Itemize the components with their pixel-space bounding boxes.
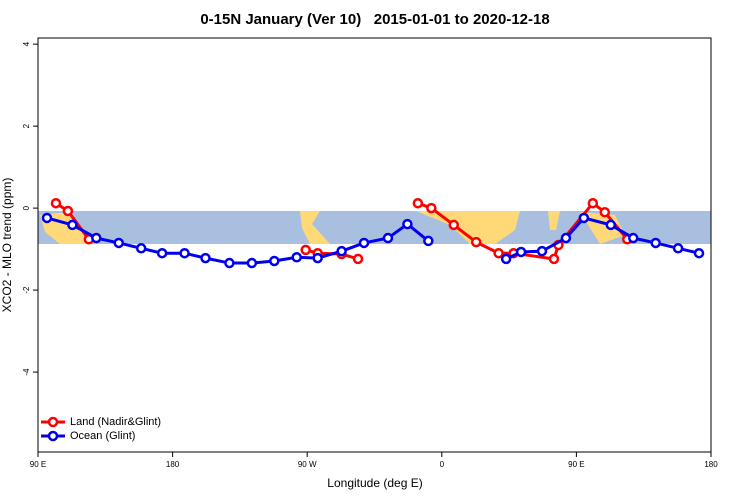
point [402, 218, 413, 230]
legend-label: Land (Nadir&Glint) [70, 416, 161, 428]
point [448, 219, 460, 231]
plot-frame [37, 37, 712, 453]
point [426, 202, 437, 214]
point [470, 236, 482, 248]
land-shape [300, 211, 330, 244]
point [560, 232, 572, 244]
point [179, 247, 190, 259]
point [135, 243, 147, 254]
point [91, 232, 102, 244]
point [41, 212, 53, 224]
point [200, 252, 211, 264]
point [382, 232, 394, 244]
point [515, 246, 527, 258]
point [156, 247, 168, 259]
map-band [38, 211, 711, 244]
legend-marker [47, 430, 59, 442]
point [493, 247, 504, 259]
land-shape [548, 211, 560, 230]
y-axis-label: XCO2 - MLO trend (ppm) [0, 178, 14, 313]
point [358, 237, 370, 249]
point [423, 235, 434, 247]
x-tick-label: 0 [440, 460, 445, 469]
point [67, 219, 78, 231]
point [672, 243, 684, 254]
point [300, 244, 311, 256]
y-tick-label: 0 [22, 205, 31, 210]
point [548, 253, 560, 265]
point [605, 219, 617, 231]
point [291, 252, 302, 263]
y-tick-label: 4 [22, 41, 31, 46]
point [536, 245, 548, 257]
x-tick-label: 180 [166, 460, 180, 469]
point [50, 197, 62, 209]
y-tick-label: 2 [22, 123, 31, 128]
x-tick-label: 180 [704, 460, 718, 469]
x-tick-label: 90 E [568, 460, 584, 469]
point [412, 197, 424, 209]
point [587, 197, 599, 209]
point [246, 257, 258, 269]
point [62, 205, 74, 217]
point [500, 253, 512, 265]
y-tick-label: -2 [22, 286, 31, 294]
point [578, 212, 590, 224]
point [352, 253, 364, 265]
legend-marker [47, 416, 59, 428]
x-axis-label: Longitude (deg E) [327, 476, 422, 490]
point [336, 245, 347, 257]
y-tick-label: -4 [22, 368, 31, 376]
legend-label: Ocean (Glint) [70, 430, 135, 442]
x-tick-label: 90 W [298, 460, 317, 469]
chart-title: 0-15N January (Ver 10) 2015-01-01 to 202… [200, 11, 549, 28]
point [650, 237, 661, 249]
point [599, 206, 611, 218]
point [269, 255, 280, 267]
point [693, 247, 705, 259]
point [312, 252, 323, 264]
x-tick-label: 90 E [30, 460, 46, 469]
point [627, 232, 639, 244]
land-shape [416, 211, 520, 244]
point [113, 237, 125, 249]
point [224, 257, 235, 269]
